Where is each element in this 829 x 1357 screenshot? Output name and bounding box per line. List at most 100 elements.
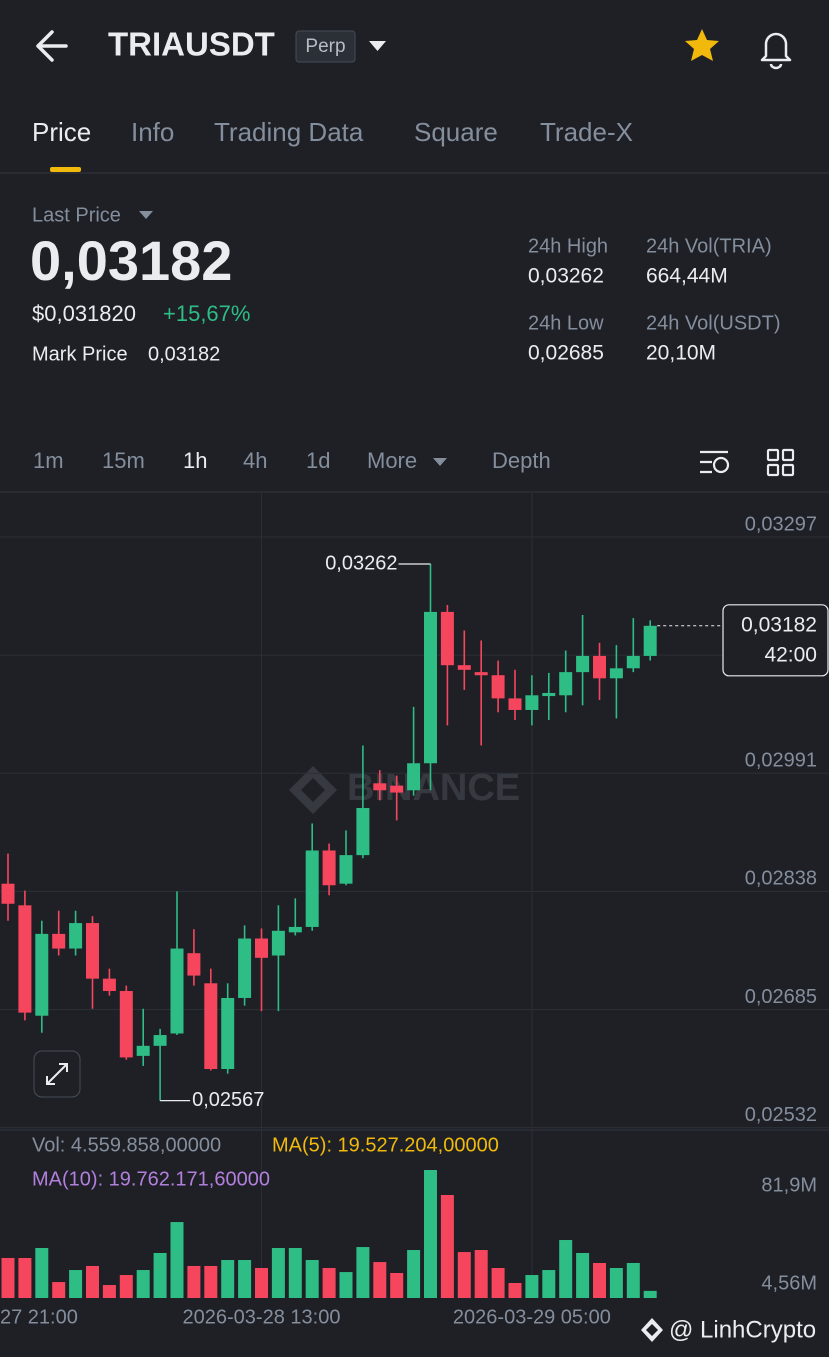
volume-bar: [559, 1240, 573, 1298]
stat-value: 664,44M: [646, 265, 728, 288]
usd-price: $0,031820: [32, 301, 136, 326]
candle-body: [322, 850, 336, 886]
interval[interactable]: 1m: [33, 448, 64, 473]
volume-bar: [407, 1250, 421, 1298]
mark-price-label: Mark Price: [32, 343, 128, 365]
candle-body: [390, 785, 404, 793]
more-arrow[interactable]: [433, 458, 447, 466]
symbol-dropdown[interactable]: [369, 41, 386, 51]
volume-bar: [119, 1275, 133, 1298]
y-tick-label: 0,02991: [745, 750, 817, 772]
volume-bar: [491, 1267, 505, 1298]
back-button[interactable]: [36, 30, 68, 62]
favorite-star[interactable]: [685, 29, 719, 61]
candle-body: [423, 611, 437, 764]
credit: @ LinhCrypto: [669, 1316, 816, 1343]
chart-settings-icon[interactable]: [700, 450, 730, 474]
last-price-label: Last Price: [32, 204, 121, 226]
interval[interactable]: Depth: [492, 448, 551, 473]
candle-body: [1, 883, 15, 904]
candle-body: [559, 672, 573, 696]
x-tick-label: 27 21:00: [0, 1306, 78, 1328]
notification-bell[interactable]: [760, 32, 792, 70]
y-tick-label: 0,02685: [745, 986, 817, 1008]
candle-body: [119, 991, 133, 1058]
tab[interactable]: Trading Data: [214, 117, 364, 147]
candle-body: [373, 783, 387, 791]
interval[interactable]: More: [367, 448, 417, 473]
candle-body: [474, 672, 488, 676]
candle-body: [288, 926, 302, 933]
layout-icon[interactable]: [766, 448, 795, 477]
volume-tick-label: 81,9M: [761, 1174, 817, 1196]
stat-label: 24h Vol(USDT): [646, 312, 781, 334]
candle-body: [491, 675, 505, 699]
volume-bar: [525, 1275, 539, 1298]
volume-bar: [153, 1252, 167, 1298]
volume-bar: [339, 1272, 353, 1298]
volume-bar: [440, 1195, 454, 1298]
dropdown-arrow[interactable]: [139, 211, 153, 219]
volume-bar: [322, 1267, 336, 1298]
interval[interactable]: 15m: [102, 448, 145, 473]
candle-body: [643, 625, 657, 656]
mark-price: 0,03182: [148, 343, 220, 365]
candle-body: [542, 692, 556, 697]
volume-bar: [85, 1265, 99, 1298]
volume-legend: MA(10): 19.762.171,60000: [32, 1168, 270, 1190]
tab[interactable]: Info: [131, 117, 174, 147]
volume-bar: [643, 1290, 657, 1298]
candle-body: [254, 938, 268, 958]
candle-body: [221, 997, 235, 1070]
candle-body: [170, 948, 184, 1034]
volume-bar: [170, 1222, 184, 1298]
y-tick-label: 0,03297: [745, 513, 817, 535]
countdown: 42:00: [764, 643, 817, 666]
last-price-box: [722, 604, 829, 677]
expand-icon: [46, 1063, 68, 1085]
volume-bar: [356, 1247, 370, 1298]
volume-bar: [254, 1267, 268, 1298]
stat-label: 24h High: [528, 235, 608, 257]
volume-bar: [423, 1170, 437, 1298]
volume-bar: [288, 1247, 302, 1298]
tab[interactable]: Square: [414, 117, 498, 147]
interval[interactable]: 4h: [243, 448, 267, 473]
volume-bar: [542, 1270, 556, 1298]
volume-bar: [373, 1262, 387, 1298]
candle-body: [339, 855, 353, 884]
badge: Perp: [305, 36, 345, 57]
volume-bar: [305, 1260, 319, 1298]
tab[interactable]: Price: [32, 117, 91, 147]
volume-bar: [187, 1265, 201, 1298]
interval[interactable]: 1h: [183, 448, 207, 473]
volume-bar: [102, 1285, 116, 1298]
chart: 0,032970,031440,029910,028380,026850,025…: [0, 493, 829, 1328]
tab[interactable]: Trade-X: [540, 117, 633, 147]
volume-bar: [390, 1272, 404, 1298]
volume-bar: [576, 1252, 590, 1298]
stat-label: 24h Low: [528, 312, 604, 334]
volume-bar: [18, 1257, 32, 1298]
volume-bar: [626, 1262, 640, 1298]
volume-bar: [136, 1270, 150, 1298]
interval[interactable]: 1d: [306, 448, 330, 473]
x-tick-label: 2026-03-28 13:00: [183, 1306, 341, 1328]
low-label: 0,02567: [192, 1089, 264, 1111]
candle-body: [52, 933, 66, 949]
volume-tick-label: 4,56M: [761, 1272, 817, 1294]
candle-body: [69, 923, 83, 949]
candle-body: [525, 695, 539, 710]
high-label: 0,03262: [325, 552, 397, 574]
candle-body: [35, 933, 49, 1016]
x-tick-label: 2026-03-29 05:00: [453, 1306, 611, 1328]
candle-body: [18, 905, 32, 1013]
candle-body: [592, 655, 606, 679]
candle-body: [102, 978, 116, 992]
volume-bar: [592, 1262, 606, 1298]
badge-box: [295, 30, 356, 63]
candle-body: [407, 763, 421, 791]
stat-value: 20,10M: [646, 342, 716, 365]
credit-logo: [641, 1318, 663, 1342]
